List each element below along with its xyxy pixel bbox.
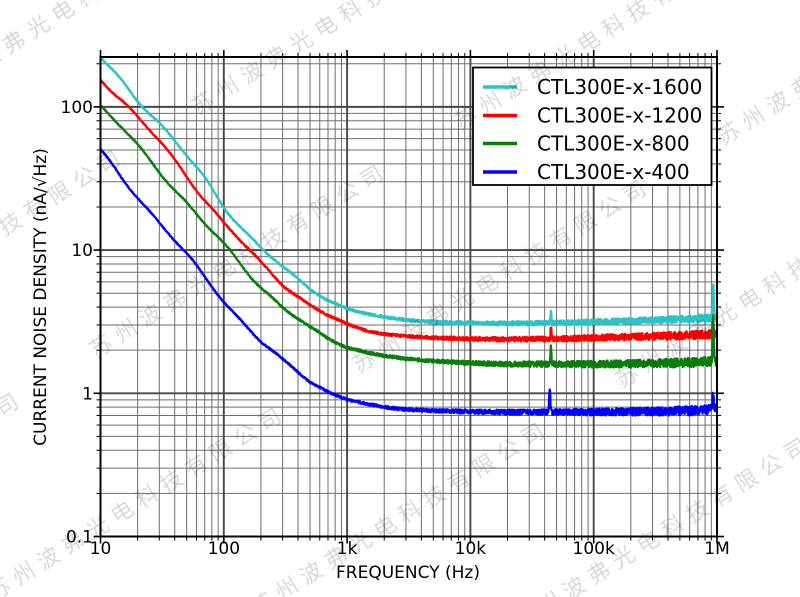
series-curves [100,57,717,417]
legend-label-ctl300e-x-800: CTL300E-x-800 [537,132,690,156]
y-tick-label-1: 1 [82,384,93,404]
x-tick-label-1k: 1k [337,539,358,559]
y-tick-label-10: 10 [71,241,93,261]
y-axis-label: CURRENT NOISE DENSITY (nA/√Hz) [31,148,51,446]
y-tick-label-0p1: 0.1 [66,528,93,548]
watermark-text: 苏州波弗光电科技有限公司 [773,446,800,597]
x-tick-label-100k: 100k [573,539,615,559]
watermark-text: 苏州波弗光电科技有限公司 [0,143,131,349]
tick-marks [93,50,724,544]
legend-label-ctl300e-x-400: CTL300E-x-400 [537,160,690,184]
watermark-text: 苏州波弗光电科技有限公司 [0,386,29,592]
x-axis-label: FREQUENCY (Hz) [336,563,480,583]
series-curve-ctl300e-x-1200 [100,78,717,343]
series-curve-ctl300e-x-1600 [100,57,717,327]
x-tick-label-10k: 10k [455,539,487,559]
x-tick-label-1M: 1M [704,539,729,559]
watermark-text: 苏州波弗光电科技有限公司 [349,173,657,379]
watermark-text: 苏州波弗光电科技有限公司 [0,0,233,106]
y-tick-label-100: 100 [61,98,93,118]
legend-label-ctl300e-x-1600: CTL300E-x-1600 [537,75,702,99]
series-curve-ctl300e-x-800 [100,105,717,369]
series-curve-ctl300e-x-400 [100,148,717,417]
legend-label-ctl300e-x-1200: CTL300E-x-1200 [537,104,702,128]
watermark-text: 苏州波弗光电科技有限公司 [510,431,800,597]
x-tick-label-10: 10 [90,539,112,559]
x-tick-label-100: 100 [208,539,240,559]
plot-frame [99,56,718,538]
watermark-text: 苏州波弗光电科技有限公司 [713,0,800,151]
legend: CTL300E-x-1600 CTL300E-x-1200 CTL300E-x-… [472,66,713,186]
